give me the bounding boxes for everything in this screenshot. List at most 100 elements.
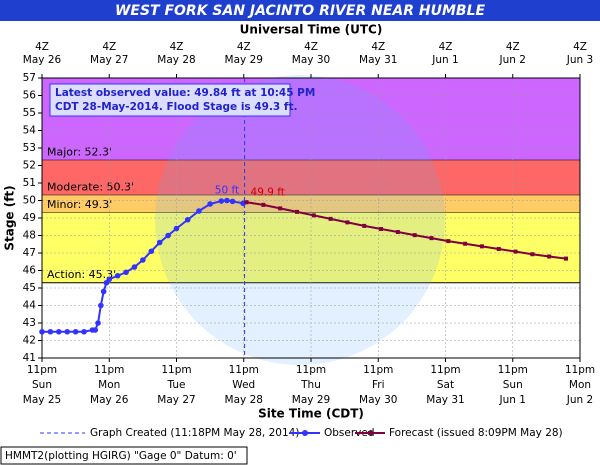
flood-label: Minor: 49.3' [47,198,112,211]
y-tick-label: 44 [23,300,37,312]
x-tick-label: May 31 [426,394,464,406]
y-tick-label: 42 [23,335,36,347]
peak-label: 50 ft [215,185,239,197]
x2-tick-label: Jun 2 [499,54,526,66]
x2-tick-label: 4Z [102,41,116,53]
x-tick-label: Sat [437,379,454,391]
flood-label: Major: 52.3' [47,145,112,158]
x-tick-label: Mon [569,379,591,391]
forecast-point [412,233,417,238]
x-tick-label: Thu [300,379,321,391]
chart-title: WEST FORK SAN JACINTO RIVER NEAR HUMBLE [115,3,486,19]
forecast-point [261,202,266,207]
forecast-point [429,236,434,241]
x-tick-label: 11pm [565,364,595,376]
forecast-point [278,206,283,211]
x-axis-title: Site Time (CDT) [258,407,364,421]
x-tick-label: 11pm [363,364,393,376]
peak-label: 49.9 ft [251,186,285,198]
observed-point [148,248,155,255]
forecast-point [244,200,249,205]
x2-tick-label: Jun 3 [566,54,593,66]
observed-point [72,328,79,335]
x2-tick-label: Jun 1 [431,54,458,66]
y-tick-label: 50 [23,195,36,207]
y-tick-label: 47 [23,247,36,259]
observed-point [39,328,45,335]
forecast-point [379,227,384,232]
x-tick-label: 11pm [27,364,57,376]
observed-point [100,288,107,295]
flood-label: Moderate: 50.3' [47,180,134,193]
observed-point [156,239,163,246]
y-tick-label: 53 [23,142,36,154]
forecast-point [395,230,400,234]
x-tick-label: 11pm [498,364,528,376]
y-tick-label: 52 [23,160,36,172]
observed-point [95,320,101,326]
x-tick-label: Tue [167,379,186,391]
observed-point [184,216,191,223]
x-tick-label: 11pm [229,364,259,376]
observed-point [140,257,146,263]
observed-point [56,328,62,335]
x2-tick-label: May 27 [90,54,128,66]
series-line [42,199,244,333]
observed-point [165,232,171,239]
x2-tick-label: May 28 [157,54,195,66]
y-tick-label: 43 [23,317,36,329]
x-tick-label: Jun 1 [499,394,526,406]
observed-point [196,208,202,214]
y-tick-label: 49 [23,212,36,224]
forecast-point [479,244,484,249]
observed-point [173,225,180,232]
forecast-point [547,254,552,259]
forecast-point [563,256,568,261]
footer: HMMT2(plotting HGIRG) "Gage 0" Datum: 0' [5,450,237,462]
x-tick-label: 11pm [430,364,460,376]
x-tick-label: 11pm [161,364,191,376]
y-tick-label: 51 [23,177,36,189]
watermark [155,75,445,365]
x-tick-label: May 26 [90,394,129,406]
legend-marker [368,431,372,435]
plot-area: Major: 52.3' Moderate: 50.3' Minor: 49.3' A… [23,41,596,406]
y-axis-title: Stage (ft) [3,185,17,250]
x-tick-label: Sun [32,379,52,391]
x-tick-label: 11pm [94,364,124,376]
y-tick-label: 55 [23,107,36,119]
y-tick-label: 48 [23,230,36,242]
x-tick-label: Wed [232,379,255,391]
top-axis-title: Universal Time (UTC) [240,23,383,37]
info-text: Latest observed value: 49.84 ft at 10:45… [55,87,315,99]
info-text: CDT 28-May-2014. Flood Stage is 49.3 ft. [55,101,297,113]
x2-tick-label: May 30 [292,54,330,66]
x-tick-label: Fri [372,379,385,391]
x2-tick-label: May 29 [225,54,263,66]
observed-point [92,327,99,333]
forecast-point [513,249,518,254]
flood-label: Action: 45.3' [47,268,116,281]
legend-label: Forecast (issued 8:09PM May 28) [389,427,563,439]
x-tick-label: May 27 [157,394,195,406]
forecast-point [530,252,535,257]
forecast-point [294,209,299,214]
forecast-point [328,216,333,221]
y-tick-label: 46 [23,265,37,277]
x2-tick-label: 4Z [573,41,587,53]
x-tick-label: Mon [98,379,120,391]
forecast-point [311,213,316,218]
y-tick-label: 57 [23,72,36,84]
info-box [49,83,291,117]
x2-tick-label: May 26 [23,54,62,66]
observed-point [106,276,113,283]
legend-marker [302,430,308,436]
observed-point [123,269,129,276]
observed-point [81,328,87,335]
observed-point [98,302,104,309]
legend: Graph Created (11:18PM May 28, 2014) Obs… [40,427,563,439]
plot-border [41,77,581,359]
x2-tick-label: 4Z [237,41,251,53]
title-bar [0,0,600,21]
